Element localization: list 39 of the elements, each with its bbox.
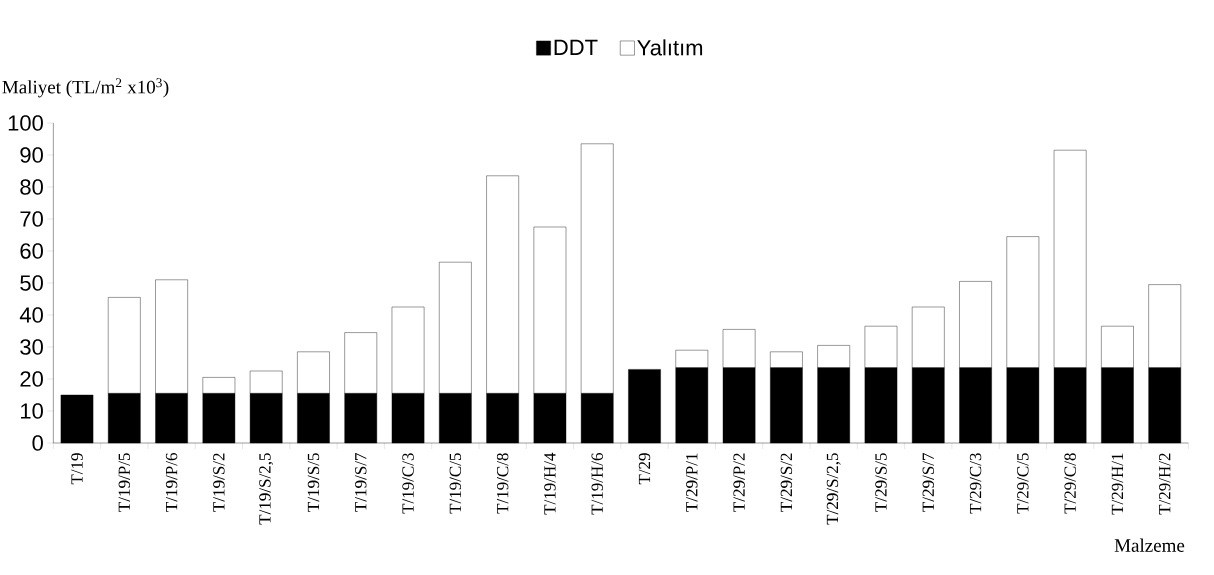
- y-tick-label: 50: [20, 275, 43, 291]
- y-tick-label: 20: [20, 371, 43, 387]
- y-tick-label: 70: [20, 211, 43, 227]
- x-tick-label: T/29/S/2: [780, 453, 793, 512]
- x-tick-label: T/19/S/2,5: [259, 453, 274, 525]
- x-tick-label: T/29/C/3: [969, 453, 982, 514]
- y-axis-title: Maliyet (TL/m$^{2}$ x10$^{3}$): [2, 78, 169, 98]
- y-tick-label: 90: [20, 147, 43, 163]
- x-tick-label: T/19/P/5: [118, 453, 131, 512]
- x-tick-label: T/19/S/5: [307, 453, 320, 512]
- x-tick-label: T/29/C/5: [1017, 453, 1029, 514]
- x-axis-title: Malzeme: [1114, 538, 1185, 552]
- x-tick-label: T/29/S/7: [922, 453, 934, 512]
- x-tick-label: T/29/H/1: [1111, 453, 1124, 515]
- x-tick-label: T/29: [638, 453, 651, 485]
- x-tick-label: T/29/H/2: [1159, 453, 1171, 515]
- y-tick-label: 100: [8, 115, 43, 131]
- y-tick-label: 80: [20, 179, 43, 195]
- x-tick-label: T/19: [71, 453, 83, 485]
- x-tick-label: T/29/P/1: [686, 453, 698, 512]
- legend-label: DDT: [554, 39, 598, 55]
- legend-label: Yalıtım: [637, 39, 703, 56]
- y-tick-label: 30: [20, 339, 43, 355]
- y-tick-label: 40: [19, 307, 43, 323]
- x-tick-label: T/19/S/2: [213, 453, 225, 512]
- y-tick-label: 10: [21, 403, 43, 419]
- x-tick-label: T/19/P/6: [165, 453, 178, 512]
- x-tick-label: T/29/S/2,5: [826, 453, 841, 525]
- y-tick-label: 0: [32, 435, 43, 451]
- x-tick-label: T/29/S/5: [875, 453, 887, 512]
- x-tick-label: T/29/C/8: [1064, 453, 1076, 514]
- y-tick-label: 60: [20, 243, 43, 259]
- x-tick-label: T/19/C/5: [449, 453, 462, 514]
- x-tick-label: T/19/H/4: [544, 452, 556, 515]
- x-tick-label: T/29/P/2: [733, 453, 745, 512]
- x-tick-label: T/19/S/7: [355, 453, 367, 512]
- x-tick-label: T/19/C/3: [402, 453, 414, 514]
- x-tick-label: T/19/H/6: [591, 453, 603, 515]
- x-tick-label: T/19/C/8: [496, 453, 509, 514]
